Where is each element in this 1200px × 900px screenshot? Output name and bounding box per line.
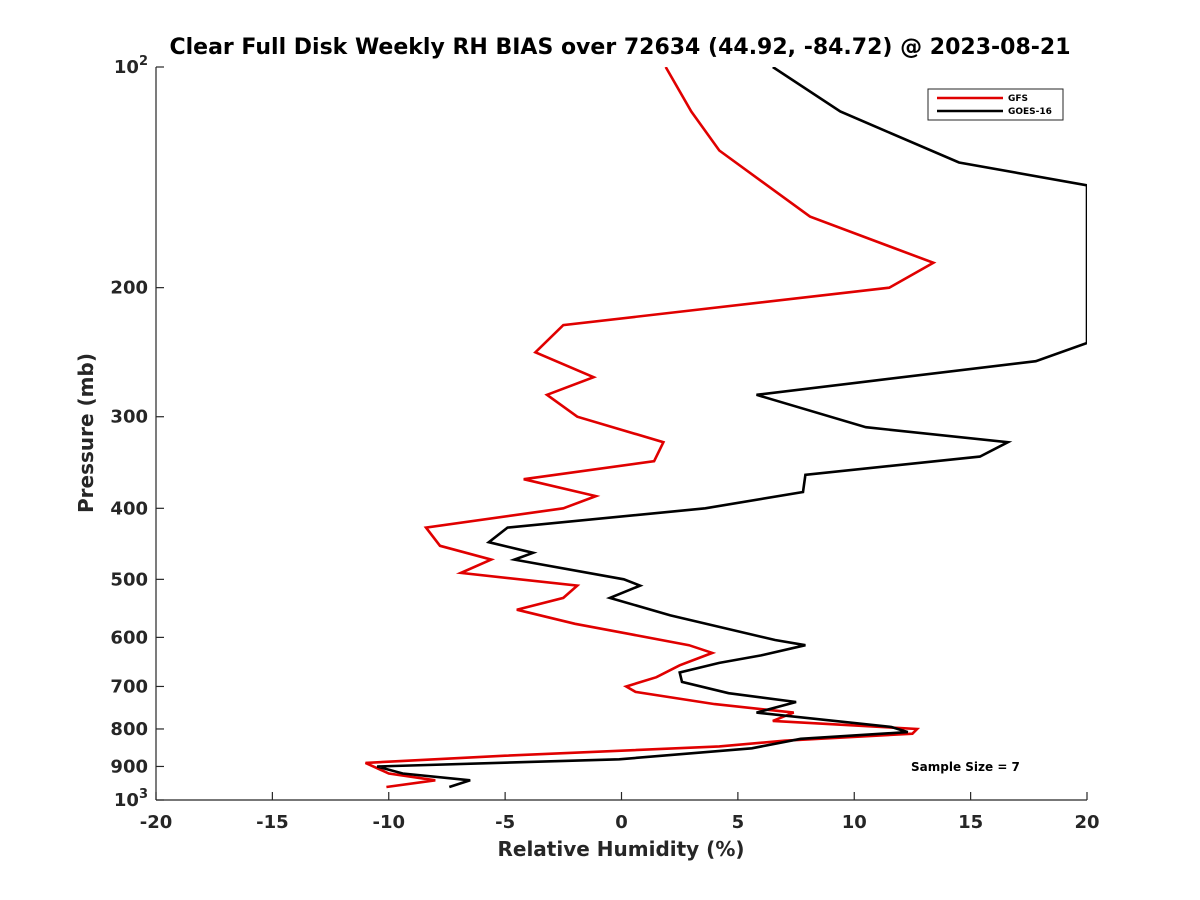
- x-tick-label: -5: [495, 812, 515, 833]
- legend: GFS GOES-16: [927, 88, 1064, 121]
- series-line-gfs: [364, 67, 937, 789]
- y-tick-label: 800: [110, 719, 148, 740]
- y-tick-label-top: 102: [114, 54, 148, 78]
- y-tick-label: 400: [110, 498, 148, 519]
- x-tick-label: 20: [1074, 812, 1099, 833]
- axes: [155, 67, 1087, 801]
- series: [364, 67, 1087, 789]
- x-ticks: -20 -15 -10 -5 0 5 10 15 20: [140, 792, 1100, 833]
- x-axis-label: Relative Humidity (%): [497, 837, 744, 861]
- legend-box: [927, 88, 1064, 121]
- y-tick-label: 600: [110, 627, 148, 648]
- y-tick-label: 700: [110, 676, 148, 697]
- x-tick-label: 5: [732, 812, 745, 833]
- y-tick-label: 200: [110, 278, 148, 299]
- y-tick-label-bottom: 103: [114, 787, 148, 811]
- x-tick-label: -20: [140, 812, 173, 833]
- y-tick-label: 500: [110, 569, 148, 590]
- x-tick-label: 15: [958, 812, 983, 833]
- y-tick-label: 300: [110, 407, 148, 428]
- y-ticks: 200 300 400 500 600 700 800 900 102 103: [110, 54, 164, 811]
- sample-size-note: Sample Size = 7: [911, 760, 1020, 774]
- x-tick-label: -15: [256, 812, 289, 833]
- chart-title: Clear Full Disk Weekly RH BIAS over 7263…: [169, 35, 1070, 60]
- y-tick-label: 900: [110, 756, 148, 777]
- x-tick-label: 10: [842, 812, 867, 833]
- series-line-goes-16: [376, 67, 1087, 789]
- x-tick-label: 0: [615, 812, 628, 833]
- y-axis-label: Pressure (mb): [74, 353, 98, 513]
- legend-goes16-label: GOES-16: [1008, 107, 1052, 117]
- legend-gfs-label: GFS: [1008, 94, 1028, 104]
- x-tick-label: -10: [372, 812, 405, 833]
